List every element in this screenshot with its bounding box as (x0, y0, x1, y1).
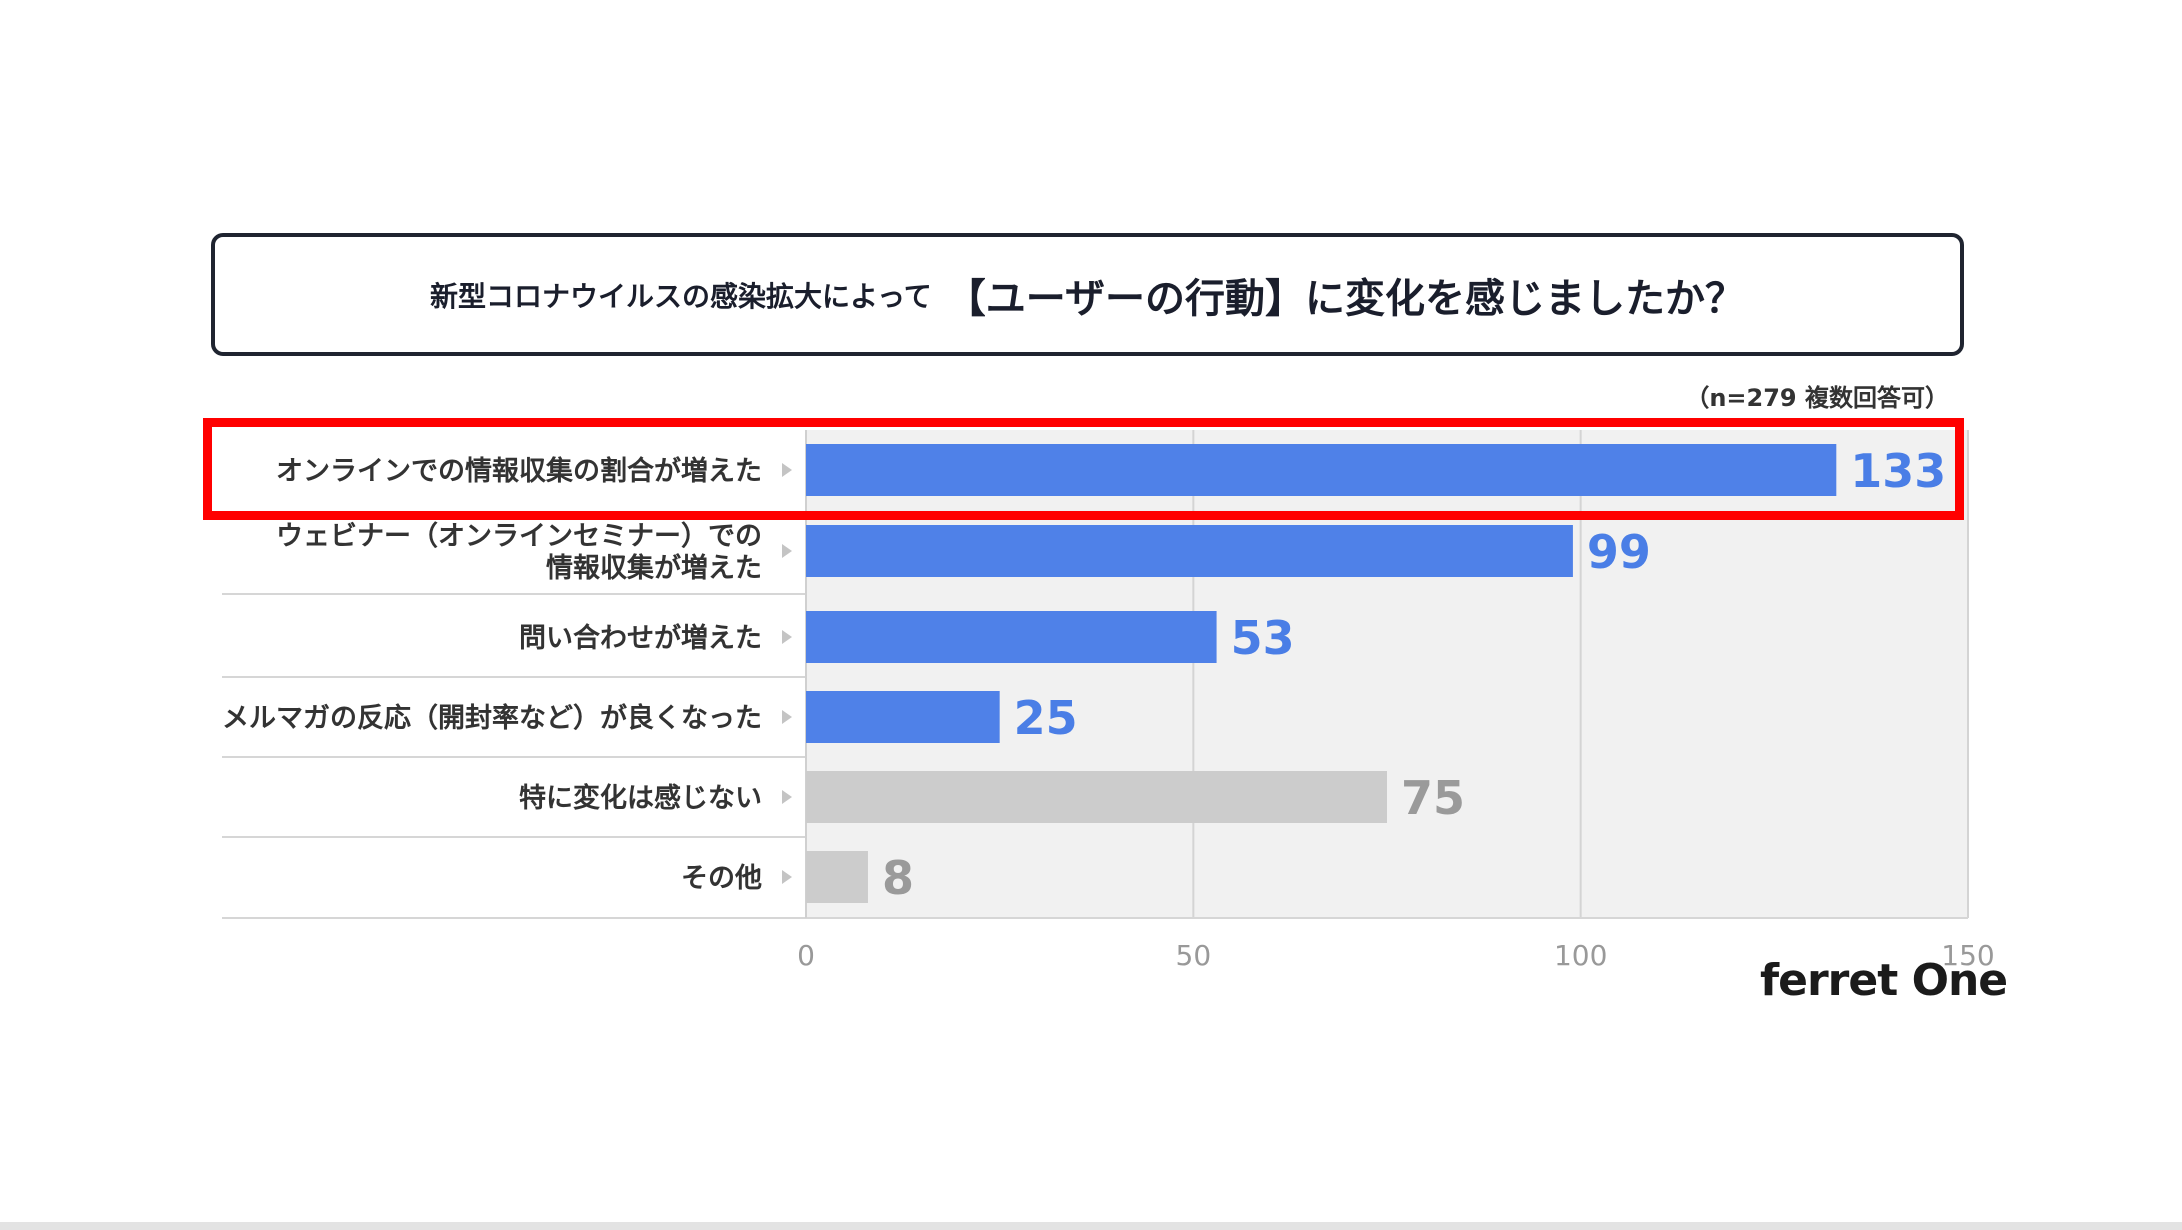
bottom-divider (0, 1222, 2182, 1230)
bar-value-label: 8 (882, 851, 914, 905)
highlight-frame (203, 418, 1964, 520)
bar-value-label: 75 (1401, 771, 1465, 825)
row-arrow-icon (782, 544, 792, 558)
category-label: 情報収集が増えた (546, 552, 762, 584)
bar (806, 691, 1000, 743)
row-arrow-icon (782, 463, 792, 477)
ferret-one-logo: ferret One (1760, 955, 2008, 1006)
chart-title-box: 新型コロナウイルスの感染拡大によって 【ユーザーの行動】に変化を感じましたか？ (211, 233, 1964, 356)
category-label: 特に変化は感じない (519, 782, 762, 814)
x-tick-label: 150 (1941, 939, 1994, 972)
bar-value-label: 133 (1850, 444, 1946, 498)
bar (806, 525, 1573, 577)
category-label: ウェビナー（オンラインセミナー）での (276, 521, 762, 552)
bar (806, 611, 1217, 663)
bar-value-label: 25 (1014, 691, 1078, 745)
bar (806, 851, 868, 903)
row-arrow-icon (782, 870, 792, 884)
category-label: その他 (681, 863, 762, 894)
category-label: メルマガの反応（開封率など）が良くなった (222, 702, 762, 734)
title-question-main: 【ユーザーの行動】に変化を感じましたか？ (945, 275, 1745, 322)
bar-value-label: 99 (1587, 525, 1651, 579)
x-tick-label: 100 (1554, 939, 1607, 972)
bar (806, 771, 1387, 823)
x-tick-label: 0 (797, 939, 815, 972)
row-arrow-icon (782, 630, 792, 644)
x-tick-label: 50 (1176, 939, 1212, 972)
row-arrow-icon (782, 790, 792, 804)
category-label: オンラインでの情報収集の割合が増えた (276, 455, 762, 487)
row-arrow-icon (782, 710, 792, 724)
bar-value-label: 53 (1231, 611, 1295, 665)
sample-size-note: （n=279 複数回答可） (1685, 384, 1949, 412)
category-label: 問い合わせが増えた (519, 622, 762, 654)
title-question-prefix: 新型コロナウイルスの感染拡大によって (430, 279, 932, 313)
bar (806, 444, 1837, 496)
